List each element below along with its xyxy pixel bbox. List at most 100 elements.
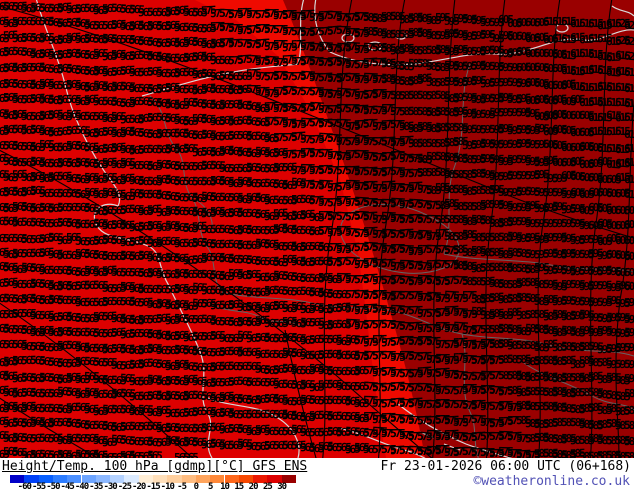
height-value: 575 (426, 383, 442, 394)
scale-label: -40 (75, 482, 89, 490)
scale-label: -35 (89, 482, 103, 490)
border-swiss (207, 301, 301, 327)
dark-red-region (283, 0, 634, 458)
scale-label: -55 (32, 482, 46, 490)
height-value: 565 (264, 349, 280, 360)
contour-line (0, 397, 99, 458)
scale-segment (267, 475, 282, 483)
scale-segment (167, 475, 182, 483)
height-value: 565 (12, 201, 28, 212)
coast-baltic (329, 29, 634, 66)
height-value: 575 (480, 431, 496, 442)
height-value: 565 (147, 449, 162, 458)
scale-segment (138, 475, 153, 483)
scale-label: 25 (263, 482, 273, 490)
scale-label: -10 (161, 482, 175, 490)
contour-line (284, 329, 317, 458)
ensemble-numbers-layer: 565 565 565 565 565 565 565 565 565 565 565 565 565 5… (0, 0, 634, 458)
coast-liguria (207, 397, 300, 458)
height-value: 575 (255, 23, 271, 34)
coast-adriatic-north (337, 427, 426, 458)
scale-segment (281, 475, 296, 483)
height-value: 575 (435, 398, 451, 409)
scale-segment (81, 475, 96, 483)
border-rhine-south (195, 199, 213, 231)
height-value: 575 (372, 444, 388, 455)
scale-segment (238, 475, 254, 483)
scale-label: 5 (208, 482, 214, 490)
scale-segment (224, 475, 239, 483)
contour-line (322, 0, 353, 458)
spaghetti-layer (0, 0, 634, 458)
scale-segment (10, 475, 25, 483)
coast-croatia (397, 403, 513, 458)
coast-jutland (297, 0, 331, 65)
border-czech (339, 203, 460, 274)
scale-label: -50 (46, 482, 60, 490)
height-value: 575 (462, 290, 478, 301)
scale-segment (38, 475, 53, 483)
coast-ruegen (555, 23, 569, 33)
contour-line (537, 0, 561, 458)
scale-label: -30 (103, 482, 117, 490)
height-value: 585 (516, 340, 532, 351)
scale-label: -25 (118, 482, 132, 490)
geography-layer (35, 0, 634, 458)
scale-label: 15 (234, 482, 244, 490)
scale-segment (181, 475, 196, 483)
scale-segment (52, 475, 68, 483)
height-value: 565 (255, 225, 271, 236)
map-title: Height/Temp. 100 hPa [gdmp][°C] GFS ENS (2, 459, 307, 474)
height-value: 575 (390, 352, 406, 363)
height-value: 565 (273, 147, 289, 158)
coast-danish-islands (341, 32, 407, 51)
contour-line (0, 5, 634, 239)
height-value: 595 (444, 16, 460, 27)
coastlines (35, 0, 634, 458)
contour-line (0, 302, 194, 458)
map-canvas: 565 565 565 565 565 565 565 565 565 565 565 565 565 5… (0, 0, 634, 458)
contour-line (589, 0, 613, 458)
height-value: 565 (57, 326, 73, 337)
scale-segment (195, 475, 211, 483)
scale-segment (67, 475, 82, 483)
scale-segment (253, 475, 268, 483)
coast-sweden-tip (611, 5, 634, 17)
scale-label: -45 (61, 482, 75, 490)
height-value: 565 (147, 20, 163, 31)
scale-label: -15 (146, 482, 160, 490)
scale-label: 0 (194, 482, 200, 490)
contour-line (377, 0, 406, 458)
copyright-link[interactable]: ©weatheronline.co.uk (473, 474, 630, 489)
height-value: 585 (471, 245, 487, 256)
scale-label: -60 (18, 482, 32, 490)
scale-segment (110, 475, 125, 483)
contour-line (0, 149, 433, 458)
legend-bar: Height/Temp. 100 hPa [gdmp][°C] GFS ENS … (0, 458, 634, 490)
coast-north-sea (141, 63, 299, 97)
border-poland-slovakia (443, 253, 634, 273)
coast-dalmatian-islands (419, 431, 461, 451)
coast-channel (35, 0, 121, 207)
scale-segment (24, 475, 39, 483)
spaghetti-lines (0, 0, 634, 458)
height-value: 565 (48, 35, 64, 46)
height-value: 605 (507, 47, 523, 58)
coast-brittany (93, 203, 201, 353)
scale-segment (153, 475, 168, 483)
shading-layer (195, 0, 634, 458)
scale-segment (95, 475, 111, 483)
scale-label: -20 (132, 482, 146, 490)
scale-label: 10 (220, 482, 230, 490)
border-austria-hungary (397, 311, 634, 357)
scale-label: 20 (249, 482, 259, 490)
scale-segment (124, 475, 139, 483)
height-value: 565 (174, 283, 190, 294)
contour-line (432, 0, 456, 458)
height-value: 565 (201, 331, 217, 342)
contour-line (615, 98, 634, 458)
border-alps-north (221, 291, 399, 313)
contour-line (485, 0, 506, 458)
border-balkan-west (461, 333, 479, 458)
